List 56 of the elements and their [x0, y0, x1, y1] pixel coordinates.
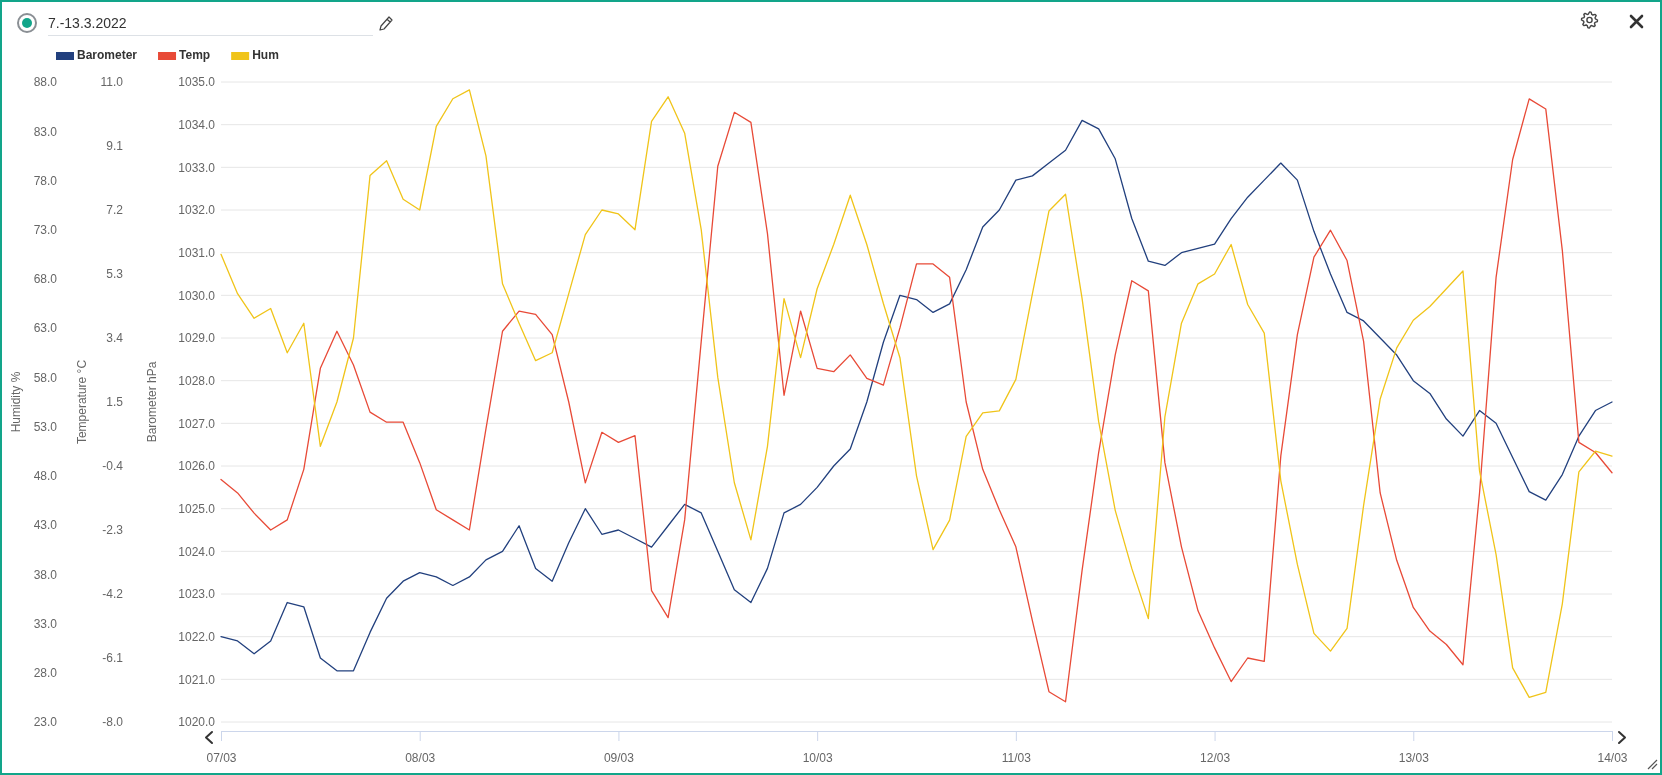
x-tick-label: 07/03 [206, 750, 237, 765]
y-tick-label: 1023.0 [178, 587, 216, 602]
y-tick-label: 1032.0 [178, 203, 216, 218]
x-tick-label: 14/03 [1597, 750, 1628, 765]
y2-tick-label: 23.0 [33, 715, 58, 730]
y3-tick-label: 1.5 [106, 395, 124, 410]
y-tick-label: 1022.0 [178, 630, 216, 645]
y2-tick-label: 78.0 [33, 173, 58, 188]
y-tick-label: 1034.0 [178, 118, 216, 133]
y3-tick-label: -4.2 [102, 587, 124, 602]
y3-tick-label: -6.1 [102, 651, 124, 666]
y2-axis-title: Humidity % [9, 371, 24, 433]
y2-tick-label: 58.0 [33, 370, 58, 385]
legend-label: Hum [252, 48, 279, 63]
x-tick-label: 12/03 [1200, 750, 1231, 765]
y2-tick-label: 63.0 [33, 321, 58, 336]
y3-tick-label: 9.1 [106, 139, 124, 154]
y2-tick-label: 28.0 [33, 666, 58, 681]
x-tick-label: 08/03 [405, 750, 436, 765]
y2-tick-label: 33.0 [33, 616, 58, 631]
y3-tick-label: 11.0 [100, 75, 124, 90]
y3-tick-label: -0.4 [102, 459, 124, 474]
y2-tick-label: 43.0 [33, 518, 58, 533]
x-tick-label: 11/03 [1001, 750, 1032, 765]
y3-tick-label: 3.4 [106, 331, 124, 346]
legend-label: Temp [179, 48, 211, 63]
y-tick-label: 1033.0 [178, 160, 216, 175]
x-tick-label: 09/03 [603, 750, 635, 765]
y-tick-label: 1028.0 [178, 374, 216, 389]
y3-tick-label: -2.3 [102, 523, 124, 538]
y-tick-label: 1025.0 [178, 502, 216, 517]
y2-tick-label: 83.0 [33, 124, 58, 139]
y2-tick-label: 38.0 [33, 567, 58, 582]
y2-tick-label: 88.0 [33, 75, 58, 90]
y3-axis-title: Temperature °C [75, 359, 90, 445]
y-axis-title: Barometer hPa [145, 361, 160, 443]
y-tick-label: 1031.0 [178, 246, 216, 261]
y-tick-label: 1029.0 [178, 331, 216, 346]
y2-tick-label: 53.0 [33, 419, 58, 434]
legend-label: Barometer [77, 48, 138, 63]
y-tick-label: 1030.0 [178, 288, 216, 303]
y-tick-label: 1027.0 [178, 416, 216, 431]
y2-tick-label: 68.0 [33, 272, 58, 287]
y3-tick-label: 7.2 [106, 203, 124, 218]
y-tick-label: 1026.0 [178, 459, 216, 474]
x-tick-label: 13/03 [1398, 750, 1430, 765]
y3-tick-label: 5.3 [106, 267, 124, 282]
y-tick-label: 1020.0 [178, 715, 216, 730]
y3-tick-label: -8.0 [102, 715, 124, 730]
y2-tick-label: 73.0 [33, 223, 58, 238]
y-tick-label: 1021.0 [178, 672, 216, 687]
y2-tick-label: 48.0 [33, 469, 58, 484]
x-tick-label: 10/03 [802, 750, 833, 765]
y-tick-label: 1035.0 [178, 75, 216, 90]
y-tick-label: 1024.0 [178, 544, 216, 559]
text: 7.-13.3.2022 [48, 15, 127, 31]
